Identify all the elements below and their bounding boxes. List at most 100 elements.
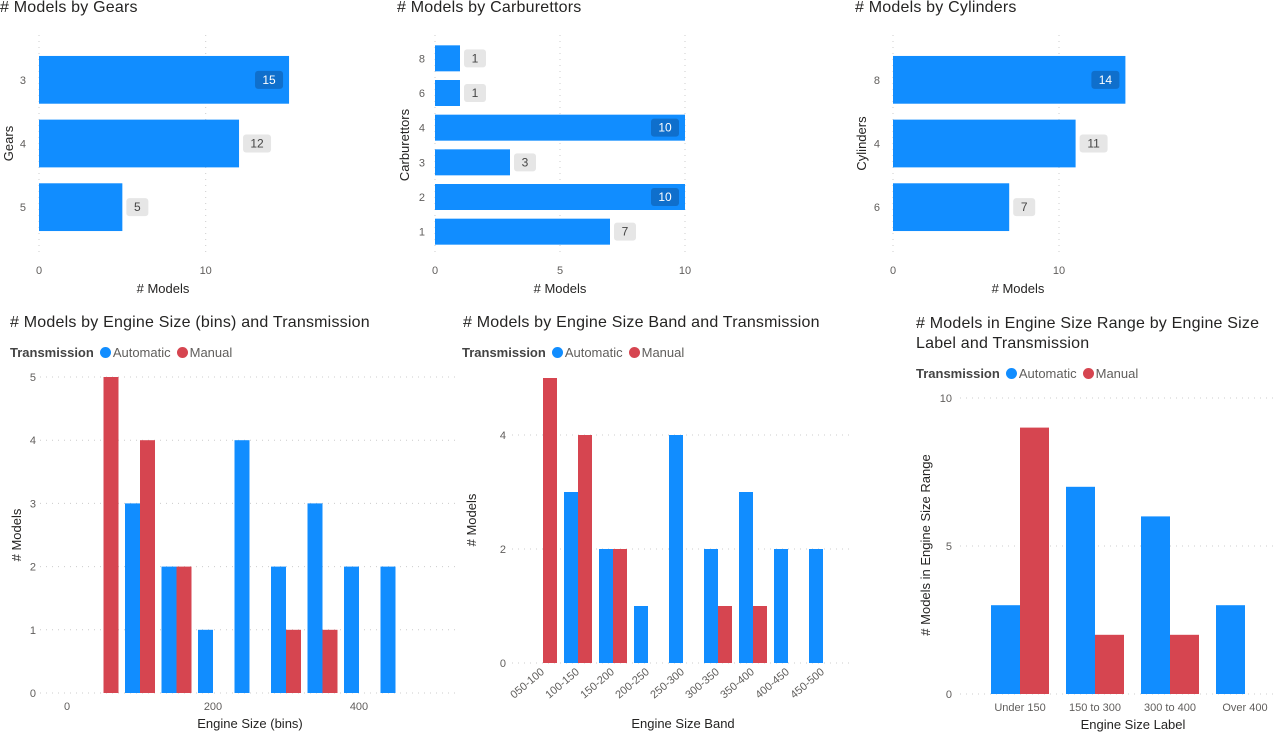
y-tick-label: 0	[946, 689, 952, 701]
y-tick-label: 2	[500, 544, 506, 556]
y-tick-label: 4	[874, 139, 880, 151]
bar-automatic[interactable]	[739, 492, 753, 663]
x-tick-label: 400-450	[753, 666, 792, 701]
bar-manual[interactable]	[286, 629, 301, 693]
bar-manual[interactable]	[753, 606, 767, 663]
bar-automatic[interactable]	[380, 566, 396, 693]
legend-item-automatic[interactable]: Automatic	[1005, 366, 1077, 381]
x-tick-label: 0	[64, 701, 70, 713]
data-label-box	[464, 84, 486, 102]
bar-automatic[interactable]	[774, 549, 788, 663]
bar-manual[interactable]	[1020, 427, 1049, 694]
x-tick-label: 400	[350, 701, 368, 713]
bar-automatic[interactable]	[271, 566, 286, 693]
bar[interactable]	[39, 119, 240, 168]
bar-automatic[interactable]	[564, 492, 578, 663]
bar-automatic[interactable]	[161, 566, 177, 693]
legend-item-manual[interactable]: Manual	[1082, 366, 1139, 381]
bar-automatic[interactable]	[125, 503, 140, 693]
legend-label: Automatic	[1018, 366, 1077, 381]
bar-automatic[interactable]	[307, 503, 323, 693]
y-tick-label: 6	[874, 202, 880, 214]
y-tick-label: 1	[30, 625, 36, 637]
legend-label: Manual	[1095, 366, 1139, 381]
y-axis-title: Carburettors	[397, 108, 412, 181]
bar-manual[interactable]	[176, 566, 192, 693]
bar-automatic[interactable]	[704, 549, 718, 663]
legend-title: Transmission	[462, 345, 546, 360]
bar-automatic[interactable]	[634, 606, 648, 663]
y-axis-title: # Models in Engine Size Range	[918, 454, 933, 635]
bar-manual[interactable]	[103, 377, 119, 693]
legend-item-automatic[interactable]: Automatic	[99, 345, 171, 360]
y-tick-label: 0	[500, 658, 506, 670]
x-tick-label: Over 400	[1222, 702, 1267, 714]
legend-engine-band: Transmission Automatic Manual	[462, 345, 690, 360]
legend-title: Transmission	[916, 366, 1000, 381]
bar-automatic[interactable]	[234, 440, 250, 693]
bar[interactable]	[435, 184, 685, 210]
y-axis-title: # Models	[9, 508, 24, 561]
chart-title-engine-band: # Models by Engine Size Band and Transmi…	[463, 314, 820, 331]
bar-automatic[interactable]	[198, 629, 213, 693]
x-tick-label: 350-400	[718, 666, 757, 701]
bar[interactable]	[39, 183, 123, 232]
bar-automatic[interactable]	[991, 605, 1020, 694]
legend-engine-bins: Transmission Automatic Manual	[10, 345, 238, 360]
data-label: 5	[134, 200, 141, 214]
bar[interactable]	[435, 114, 685, 141]
legend-item-automatic[interactable]: Automatic	[551, 345, 623, 360]
bar-manual[interactable]	[578, 435, 592, 663]
chart-title-carburettors: # Models by Carburettors	[397, 0, 582, 16]
chart-title-engine-range: # Models in Engine Size Range by Engine …	[916, 315, 1260, 352]
legend-item-manual[interactable]: Manual	[176, 345, 233, 360]
y-axis-title: Cylinders	[854, 116, 869, 171]
bar-automatic[interactable]	[599, 549, 613, 663]
bar-manual[interactable]	[1170, 634, 1199, 694]
legend-label: Manual	[189, 345, 233, 360]
bar-automatic[interactable]	[669, 435, 683, 663]
bar-automatic[interactable]	[1216, 605, 1245, 694]
bar-automatic[interactable]	[1066, 486, 1095, 694]
x-tick-label: 0	[36, 265, 42, 277]
bar[interactable]	[435, 45, 460, 72]
bar-manual[interactable]	[140, 440, 155, 693]
x-axis-title: # Models	[992, 281, 1045, 296]
data-label: 14	[1099, 73, 1113, 87]
bar[interactable]	[893, 183, 1010, 232]
x-tick-label: 150-200	[578, 666, 617, 701]
bar-manual[interactable]	[718, 606, 732, 663]
bar-automatic[interactable]	[344, 566, 359, 693]
bar[interactable]	[435, 149, 510, 176]
automatic-dot-icon	[99, 347, 111, 358]
bar[interactable]	[893, 119, 1076, 168]
data-label: 7	[1021, 200, 1028, 214]
y-tick-label: 10	[940, 393, 952, 405]
bar[interactable]	[435, 218, 610, 245]
bar[interactable]	[893, 55, 1126, 104]
x-axis-title: # Models	[137, 281, 190, 296]
bar-manual[interactable]	[1095, 634, 1124, 694]
x-tick-label: 450-500	[788, 666, 827, 701]
x-axis-title: Engine Size (bins)	[197, 716, 303, 731]
x-tick-label: 0	[890, 265, 896, 277]
bar-manual[interactable]	[543, 378, 557, 663]
x-tick-label: 050-100	[508, 666, 547, 701]
legend-item-manual[interactable]: Manual	[628, 345, 685, 360]
x-tick-label: 0	[432, 265, 438, 277]
automatic-dot-icon	[551, 347, 563, 358]
bar-automatic[interactable]	[809, 549, 823, 663]
data-label: 11	[1087, 137, 1100, 151]
bar-manual[interactable]	[322, 629, 338, 693]
y-tick-label: 5	[30, 372, 36, 384]
bar-manual[interactable]	[613, 549, 627, 663]
y-tick-label: 5	[20, 202, 26, 214]
y-axis-title: Gears	[1, 125, 16, 161]
bar-automatic[interactable]	[1141, 516, 1170, 694]
bar[interactable]	[435, 80, 460, 106]
legend-label: Manual	[641, 345, 685, 360]
bar[interactable]	[39, 55, 290, 104]
y-tick-label: 8	[419, 53, 425, 65]
data-label-box	[514, 153, 536, 172]
legend-title: Transmission	[10, 345, 94, 360]
